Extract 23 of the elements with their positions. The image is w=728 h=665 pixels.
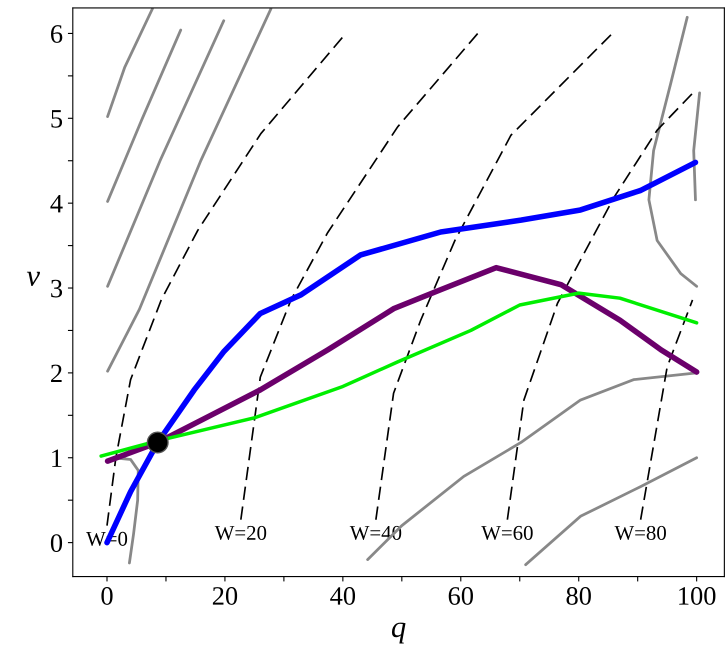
line-series [240,32,480,521]
x-axis-title: q [392,622,406,644]
y-tick-label: 0 [50,534,62,552]
x-tick-label: 40 [330,587,356,605]
annotation: W=20 [214,526,266,540]
y-tick-label: 1 [52,449,62,467]
x-tick-label: 100 [679,587,716,605]
x-tick-label: 60 [448,587,473,605]
annotation: W=60 [481,526,533,540]
x-tick-label: 0 [101,587,113,605]
y-tick-label: 4 [50,194,63,212]
line-series [99,291,698,458]
y-tick-label: 3 [51,280,62,298]
y-tick-label: 5 [51,110,62,128]
annotation: W=80 [614,526,666,540]
x-tick-label: 80 [566,587,591,605]
y-tick-label: 2 [51,364,62,382]
line-series [647,16,698,288]
line-series [106,8,272,373]
line-series [375,32,614,521]
x-tick-label: 20 [212,587,238,605]
y-axis-title: v [26,272,40,286]
y-tick-label: 6 [51,25,62,43]
